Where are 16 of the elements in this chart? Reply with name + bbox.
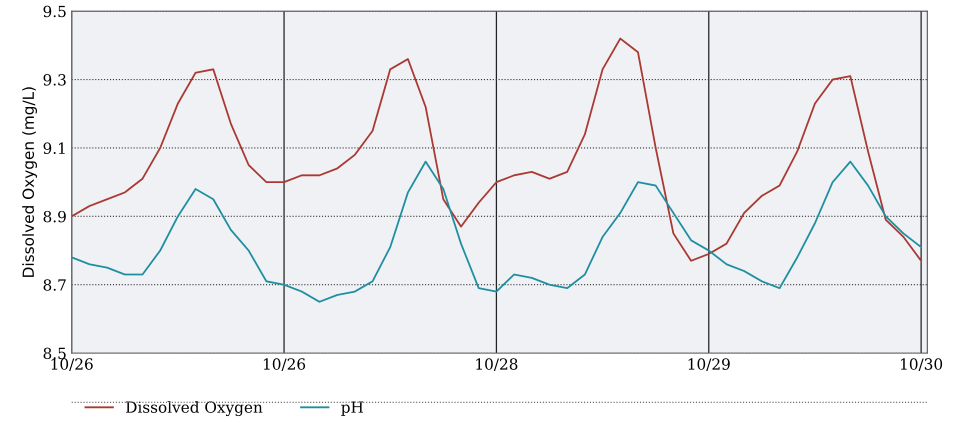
y-tick-label: 9.5 xyxy=(44,6,66,18)
y-tick-label: 8.9 xyxy=(44,210,66,222)
x-tick-label: 10/28 xyxy=(476,358,518,372)
y-tick-label: 8.7 xyxy=(44,279,66,291)
line-series xyxy=(72,38,922,262)
y-axis-title: Dissolved Oxygen (mg/L) xyxy=(22,87,37,277)
x-tick-label: 10/29 xyxy=(688,358,730,372)
x-tick-label: 10/26 xyxy=(52,358,93,372)
line-series xyxy=(72,160,922,303)
x-tick-label: 10/30 xyxy=(900,358,942,372)
legend-label: Dissolved Oxygen xyxy=(126,401,262,416)
x-tick-label: 10/26 xyxy=(264,358,306,372)
y-tick-label: 9.1 xyxy=(44,142,65,154)
y-tick-label: 8.5 xyxy=(44,348,66,360)
y-tick-label: 9.3 xyxy=(44,74,66,86)
legend-label: pH xyxy=(341,402,363,416)
